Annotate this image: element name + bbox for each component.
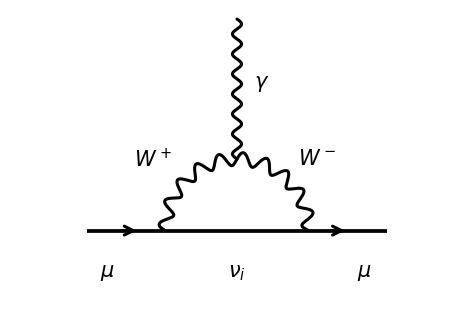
Text: $\mu$: $\mu$ — [356, 263, 371, 283]
Text: $W^+$: $W^+$ — [134, 147, 171, 171]
Text: $\mu$: $\mu$ — [100, 263, 114, 283]
Text: $W^-$: $W^-$ — [298, 149, 336, 169]
Text: $\gamma$: $\gamma$ — [254, 74, 269, 94]
Text: $\nu_i$: $\nu_i$ — [228, 263, 246, 283]
